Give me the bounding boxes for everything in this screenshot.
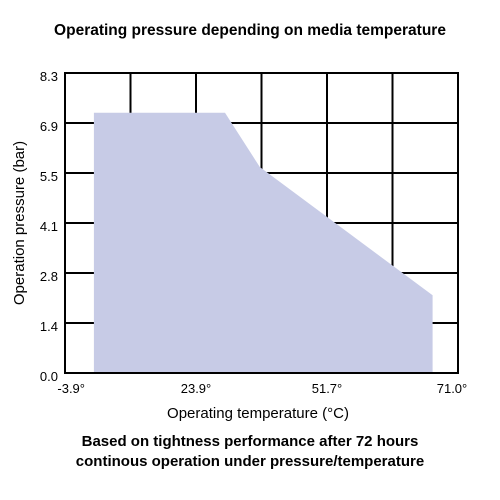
x-tick-label: 23.9°	[181, 381, 212, 396]
y-tick-label: 1.4	[40, 319, 58, 334]
area-series	[93, 112, 433, 374]
y-axis-label: Operation pressure (bar)	[11, 141, 28, 305]
x-axis-label: Operating temperature (°C)	[167, 405, 349, 422]
y-tick-label: 6.9	[40, 119, 58, 134]
y-tick-labels: 8.3 6.9 5.5 4.1 2.8 1.4 0.0	[40, 69, 58, 384]
x-tick-label: 51.7°	[312, 381, 343, 396]
caption-line-2: continous operation under pressure/tempe…	[75, 453, 425, 470]
area-fill-0	[93, 112, 433, 374]
chart-title: Operating pressure depending on media te…	[54, 22, 446, 39]
plot-frame	[64, 72, 459, 374]
y-tick-label: 5.5	[40, 169, 58, 184]
y-tick-label: 2.8	[40, 269, 58, 284]
y-tick-label: 8.3	[40, 69, 58, 84]
caption-line-1: Based on tightness performance after 72 …	[81, 433, 419, 450]
x-tick-label: -3.9°	[57, 381, 85, 396]
plot-border	[64, 72, 459, 374]
caption: Based on tightness performance after 72 …	[0, 432, 500, 472]
y-tick-label: 0.0	[40, 369, 58, 384]
x-tick-label: 71.0°	[437, 381, 468, 396]
x-tick-labels: -3.9° 23.9° 51.7° 71.0°	[57, 381, 467, 396]
y-tick-label: 4.1	[40, 219, 58, 234]
